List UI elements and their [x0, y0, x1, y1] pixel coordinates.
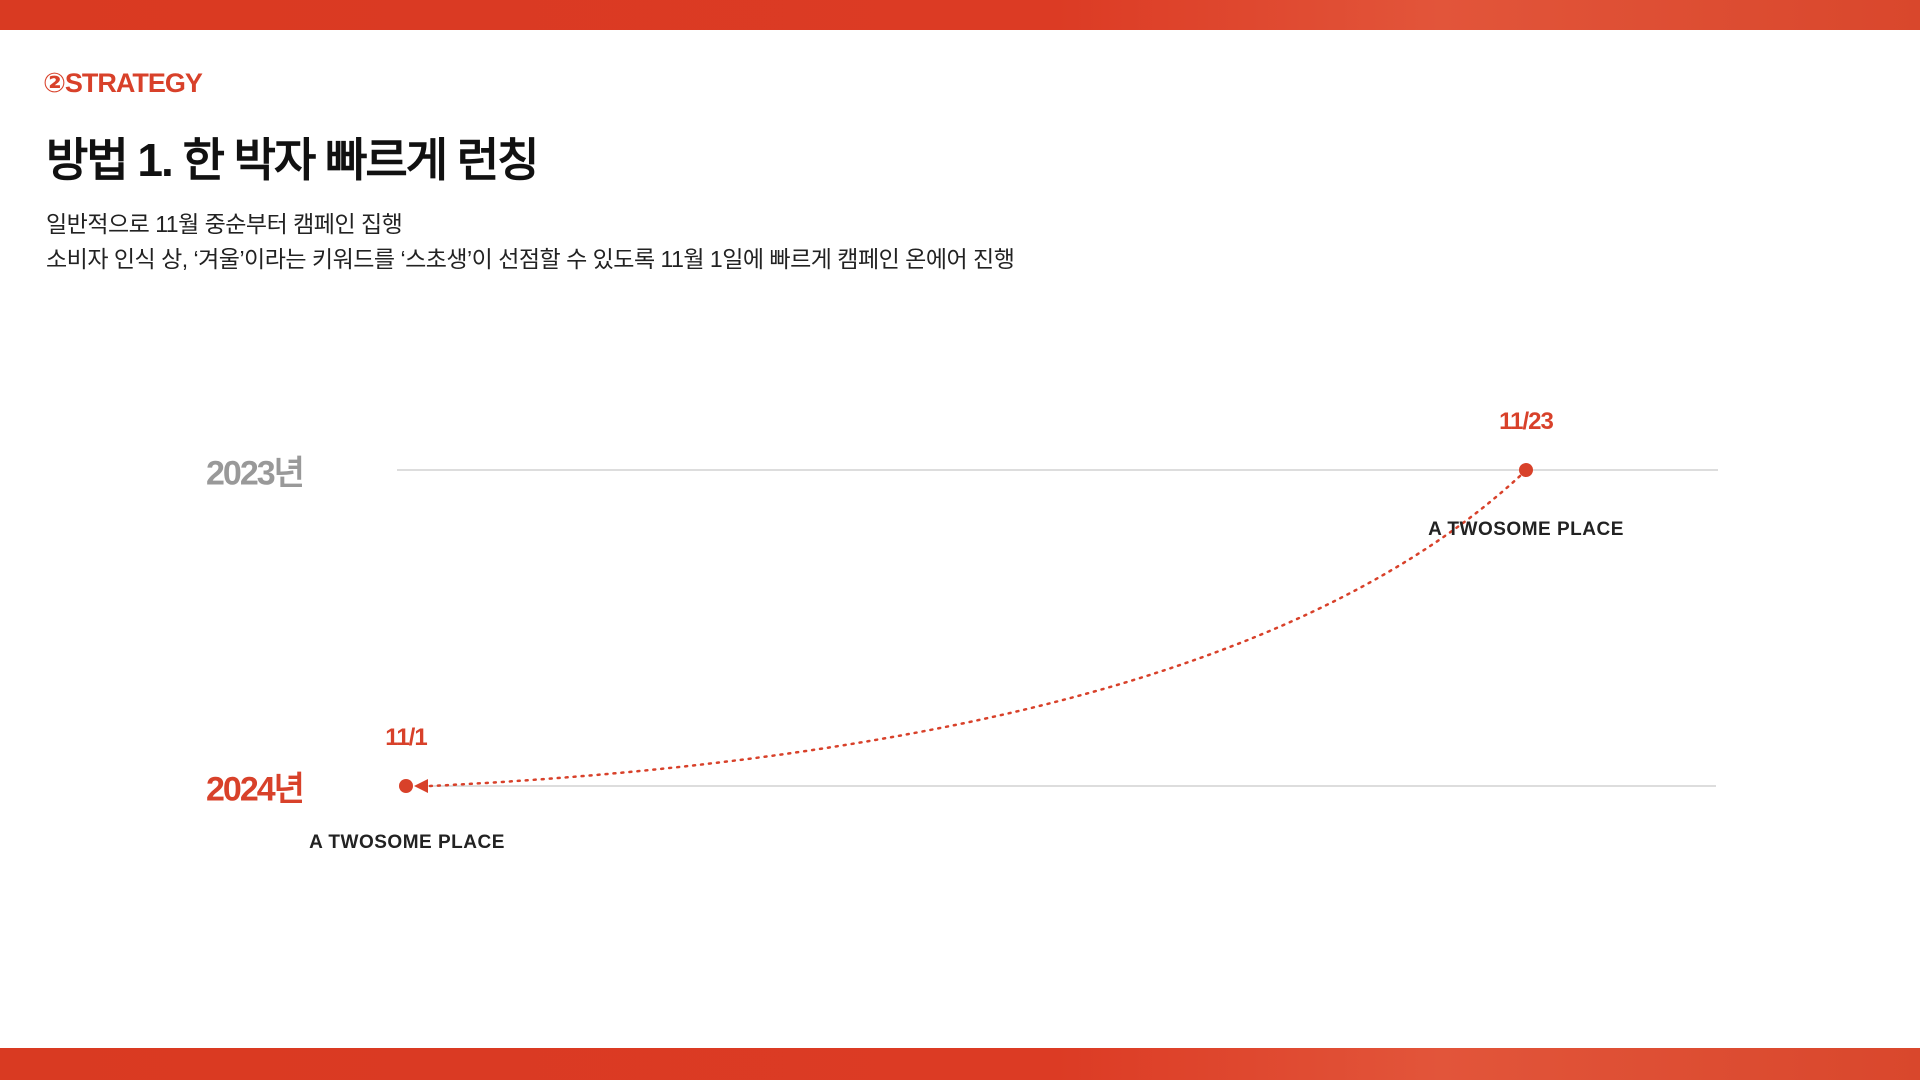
- year-label-2024: 2024년: [206, 770, 305, 809]
- subtitle-line-1: 일반적으로 11월 중순부터 캠페인 집행: [46, 211, 403, 237]
- year-label-2023: 2023년: [206, 454, 305, 493]
- section-label: ②STRATEGY: [43, 68, 203, 98]
- marker-2023: [1519, 463, 1533, 477]
- page-title: 방법 1. 한 박자 빠르게 런칭: [46, 134, 539, 186]
- date-label-2023: 11/23: [1499, 408, 1554, 435]
- subtitle-line-2: 소비자 인식 상, ‘겨울’이라는 키워드를 ‘스초생’이 선점할 수 있도록 …: [46, 246, 1015, 272]
- brand-label-2023: A TWOSOME PLACE: [1428, 519, 1624, 540]
- dotted-curve-arrow: [428, 474, 1522, 788]
- marker-2024: [399, 779, 413, 793]
- bottom-banner: [0, 1048, 1920, 1080]
- date-label-2024: 11/1: [385, 724, 427, 751]
- arrowhead-icon: [414, 779, 428, 793]
- brand-label-2024: A TWOSOME PLACE: [309, 832, 505, 853]
- top-banner: [0, 0, 1920, 30]
